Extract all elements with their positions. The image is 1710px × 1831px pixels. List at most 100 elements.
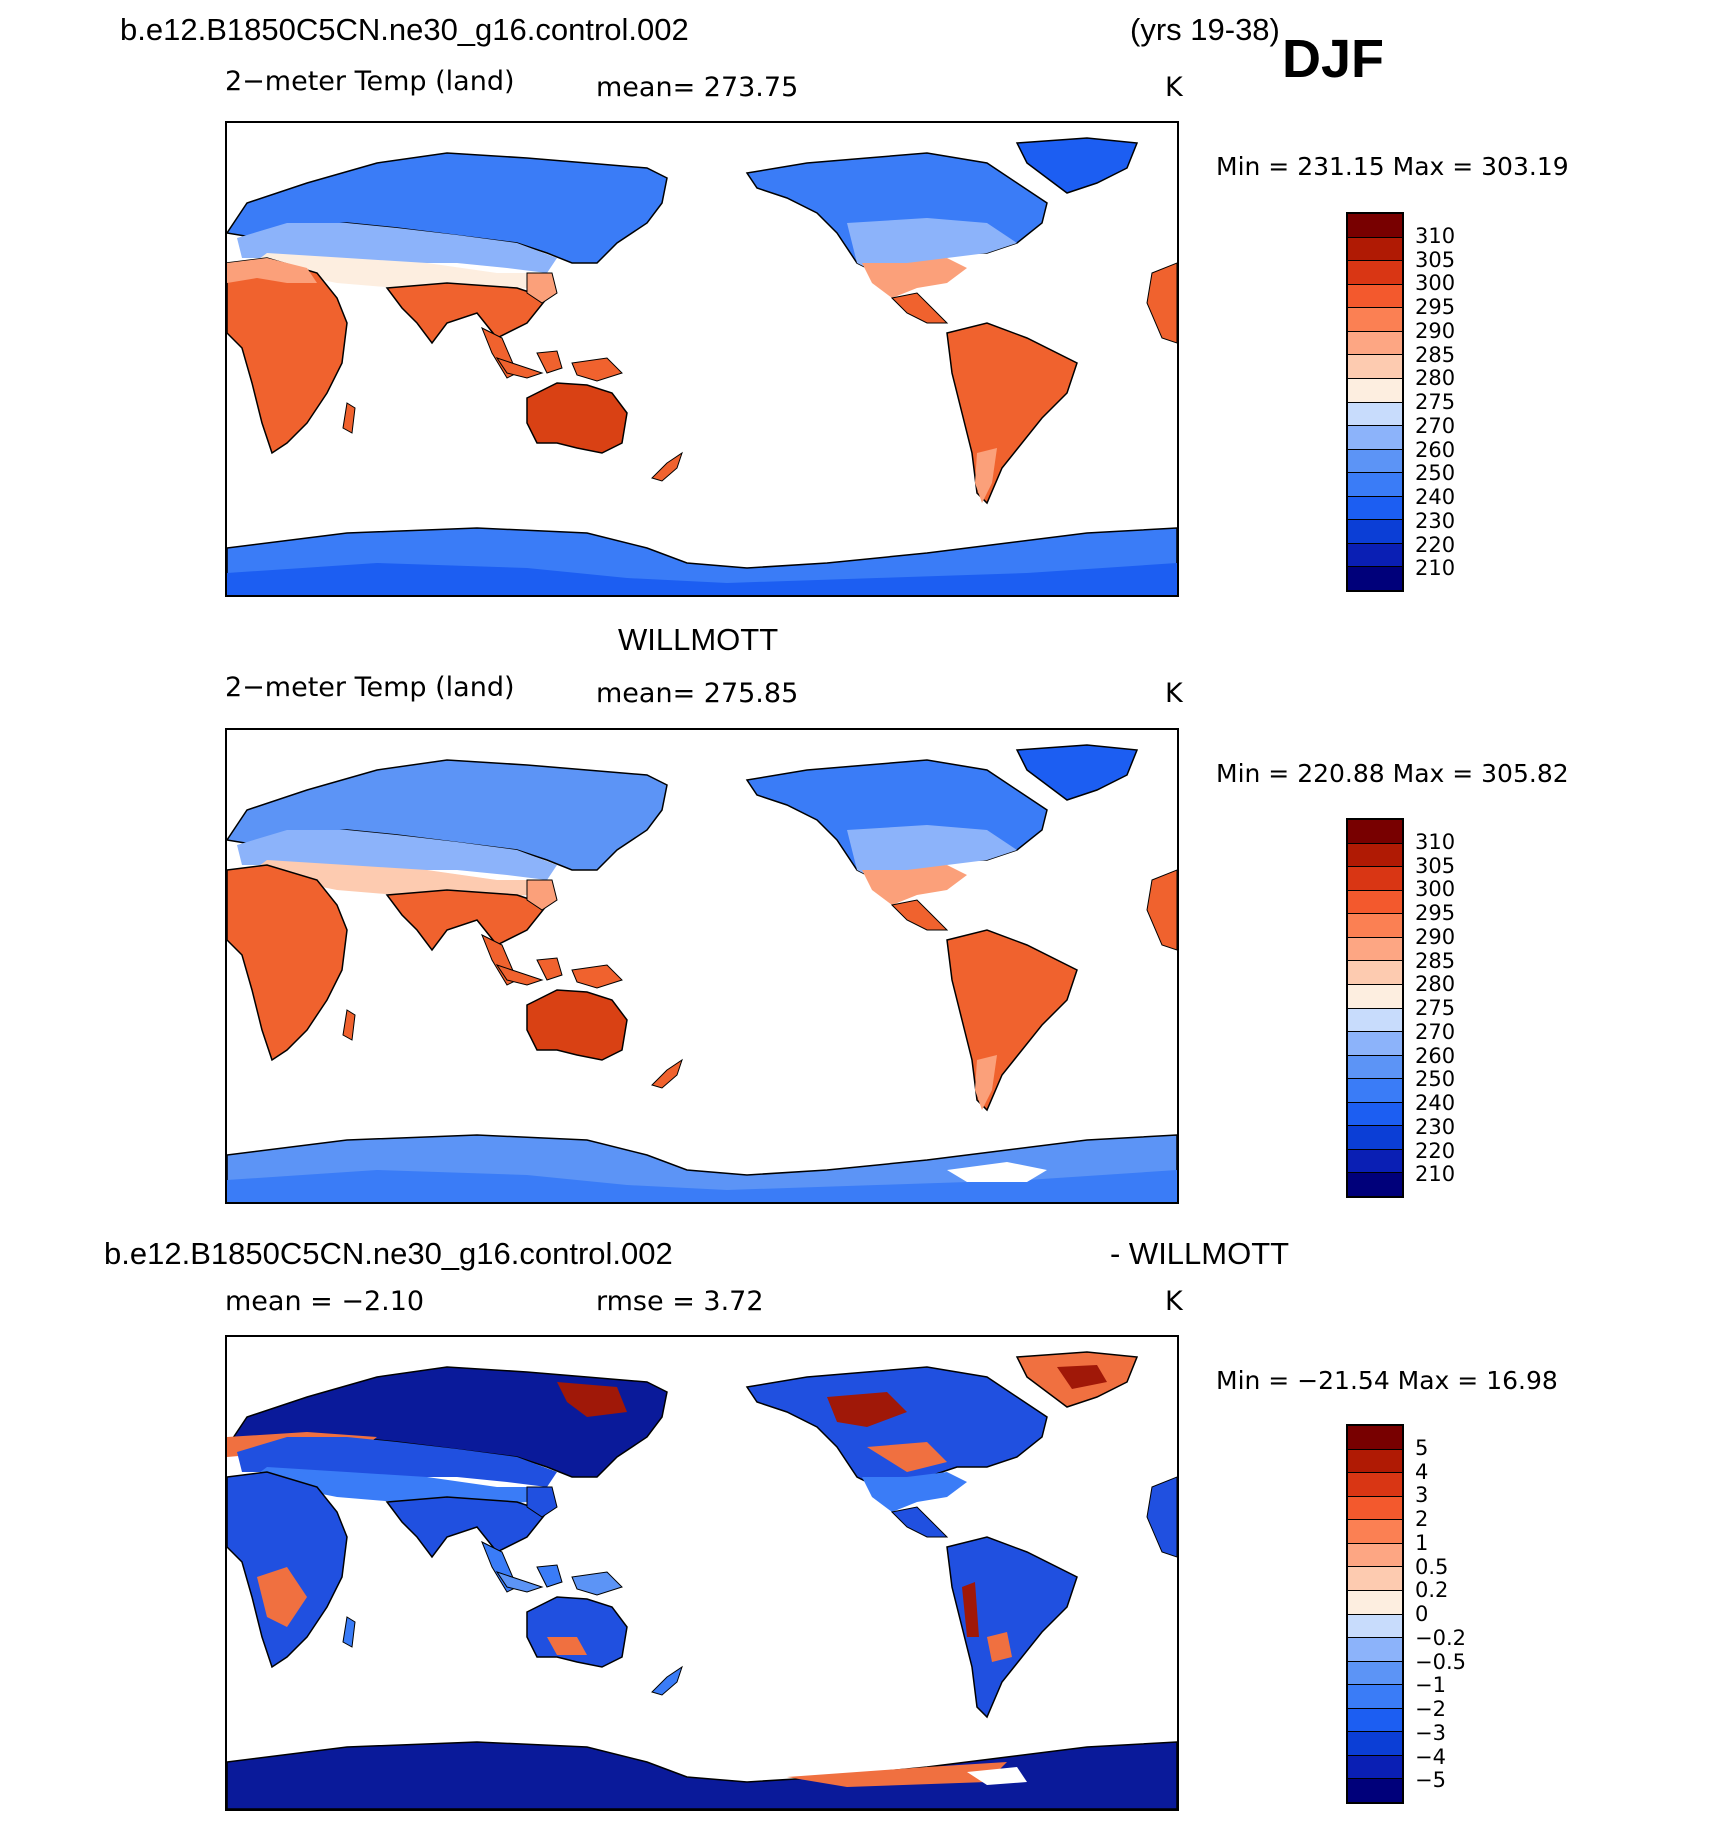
panel3-colorbar-segment <box>1348 1637 1402 1661</box>
panel3-colorbar-tick-label: 0 <box>1415 1602 1429 1626</box>
panel3-colorbar-segment <box>1348 1778 1402 1802</box>
panel2-colorbar-tick-label: 280 <box>1415 972 1456 997</box>
panel2-colorbar-segment <box>1348 913 1402 937</box>
panel2-colorbar-segment <box>1348 866 1402 890</box>
panel2-colorbar-tick-label: 300 <box>1415 877 1456 902</box>
panel2-colorbar-tick-label: 220 <box>1415 1138 1456 1163</box>
panel2-map <box>225 728 1179 1204</box>
panel1-colorbar-tick-label: 220 <box>1415 532 1456 557</box>
panel2-colorbar-tick-label: 230 <box>1415 1114 1456 1139</box>
panel2-minmax: Min = 220.88 Max = 305.82 <box>1216 759 1569 788</box>
panel3-colorbar-segment <box>1348 1495 1402 1520</box>
panel2-units: K <box>1165 678 1183 709</box>
panel1-colorbar-segment <box>1348 401 1402 426</box>
panel2-colorbar-segment <box>1348 1101 1402 1126</box>
panel2-colorbar-segment <box>1348 1148 1402 1173</box>
panel1-colorbar-tick-label: 300 <box>1415 271 1456 296</box>
panel1-colorbar-segment <box>1348 330 1402 355</box>
panel1-colorbar-segment <box>1348 236 1402 261</box>
panel1-colorbar-tick-label: 270 <box>1415 413 1456 438</box>
panel3-colorbar <box>1346 1424 1404 1804</box>
panel1-colorbar-segment <box>1348 495 1402 520</box>
panel2-colorbar-segment <box>1348 1172 1402 1196</box>
panel3-minus-title: - WILLMOTT <box>1110 1236 1290 1271</box>
panel3-colorbar-tick-label: −0.2 <box>1415 1625 1466 1650</box>
panel2-colorbar-tick-label: 290 <box>1415 924 1456 949</box>
panel2-colorbar <box>1346 818 1404 1198</box>
panel3-colorbar-segment <box>1348 1754 1402 1779</box>
panel1-units: K <box>1165 72 1183 103</box>
panel3-colorbar-segment <box>1348 1566 1402 1590</box>
years-label: (yrs 19-38) <box>1130 12 1280 47</box>
panel3-rmse: rmse = 3.72 <box>596 1286 764 1317</box>
panel1-colorbar-segment <box>1348 425 1402 449</box>
panel1-minmax: Min = 231.15 Max = 303.19 <box>1216 152 1569 181</box>
panel3-colorbar-tick-label: −2 <box>1415 1697 1446 1721</box>
panel3-colorbar-tick-label: −5 <box>1415 1768 1446 1793</box>
panel2-colorbar-segment <box>1348 1078 1402 1102</box>
panel1-colorbar-tick-label: 285 <box>1415 342 1456 367</box>
panel3-colorbar-tick-label: 3 <box>1415 1483 1429 1508</box>
panel3-colorbar-tick-label: −3 <box>1415 1720 1446 1745</box>
panel2-colorbar-tick-label: 285 <box>1415 948 1456 973</box>
panel1-colorbar-tick-label: 240 <box>1415 485 1456 509</box>
panel1-map <box>225 121 1179 597</box>
panel1-colorbar-tick-label: 290 <box>1415 318 1456 343</box>
panel3-colorbar-tick-label: 1 <box>1415 1530 1429 1555</box>
panel1-colorbar-segment <box>1348 214 1402 237</box>
panel3-colorbar-segment <box>1348 1660 1402 1685</box>
panel1-colorbar-tick-label: 310 <box>1415 223 1456 248</box>
season-label: DJF <box>1282 29 1385 89</box>
panel3-colorbar-segment <box>1348 1426 1402 1449</box>
panel3-case-name: b.e12.B1850C5CN.ne30_g16.control.002 <box>104 1236 673 1271</box>
panel1-colorbar-segment <box>1348 283 1402 308</box>
panel3-colorbar-tick-label: 2 <box>1415 1507 1429 1531</box>
panel1-colorbar-segment <box>1348 307 1402 331</box>
panel3-map <box>225 1335 1179 1811</box>
panel1-colorbar-tick-label: 230 <box>1415 508 1456 533</box>
panel3-colorbar-segment <box>1348 1589 1402 1614</box>
panel3-units: K <box>1165 1286 1183 1317</box>
panel2-variable: 2−meter Temp (land) <box>225 672 515 703</box>
panel1-colorbar-segment <box>1348 472 1402 496</box>
panel3-colorbar-segment <box>1348 1448 1402 1473</box>
panel3-colorbar-segment <box>1348 1542 1402 1567</box>
panel1-variable: 2−meter Temp (land) <box>225 66 515 97</box>
panel2-title: WILLMOTT <box>618 622 779 657</box>
panel3-mean: mean = −2.10 <box>225 1286 425 1317</box>
panel3-colorbar-tick-label: −0.5 <box>1415 1649 1466 1674</box>
panel2-colorbar-segment <box>1348 960 1402 984</box>
panel2-colorbar-segment <box>1348 842 1402 867</box>
panel2-colorbar-tick-label: 305 <box>1415 853 1456 878</box>
panel2-colorbar-tick-label: 250 <box>1415 1067 1456 1092</box>
panel1-colorbar-segment <box>1348 542 1402 567</box>
panel2-colorbar-tick-label: 275 <box>1415 996 1456 1020</box>
case-name-title: b.e12.B1850C5CN.ne30_g16.control.002 <box>120 12 689 47</box>
panel1-colorbar <box>1346 212 1404 592</box>
panel3-colorbar-segment <box>1348 1613 1402 1638</box>
panel1-colorbar-segment <box>1348 260 1402 284</box>
panel3-colorbar-tick-label: 0.5 <box>1415 1554 1449 1579</box>
panel1-colorbar-tick-label: 280 <box>1415 366 1456 391</box>
panel2-colorbar-tick-label: 210 <box>1415 1162 1456 1187</box>
panel2-colorbar-segment <box>1348 820 1402 843</box>
panel2-colorbar-segment <box>1348 983 1402 1008</box>
panel2-colorbar-segment <box>1348 1031 1402 1055</box>
panel3-colorbar-segment <box>1348 1472 1402 1496</box>
panel3-colorbar-segment <box>1348 1707 1402 1732</box>
panel3-colorbar-tick-label: −4 <box>1415 1744 1446 1769</box>
panel2-mean: mean= 275.85 <box>596 678 799 709</box>
panel2-colorbar-segment <box>1348 889 1402 914</box>
panel1-colorbar-segment <box>1348 448 1402 473</box>
panel3-minmax: Min = −21.54 Max = 16.98 <box>1216 1366 1558 1395</box>
panel3-colorbar-segment <box>1348 1731 1402 1755</box>
panel2-colorbar-segment <box>1348 1125 1402 1149</box>
panel1-colorbar-tick-label: 305 <box>1415 247 1456 272</box>
panel2-colorbar-tick-label: 310 <box>1415 829 1456 854</box>
panel1-mean: mean= 273.75 <box>596 72 799 103</box>
panel3-colorbar-segment <box>1348 1684 1402 1708</box>
panel1-colorbar-tick-label: 210 <box>1415 556 1456 581</box>
panel2-colorbar-segment <box>1348 1007 1402 1032</box>
panel3-colorbar-tick-label: −1 <box>1415 1673 1446 1698</box>
panel3-map-svg <box>227 1337 1177 1809</box>
